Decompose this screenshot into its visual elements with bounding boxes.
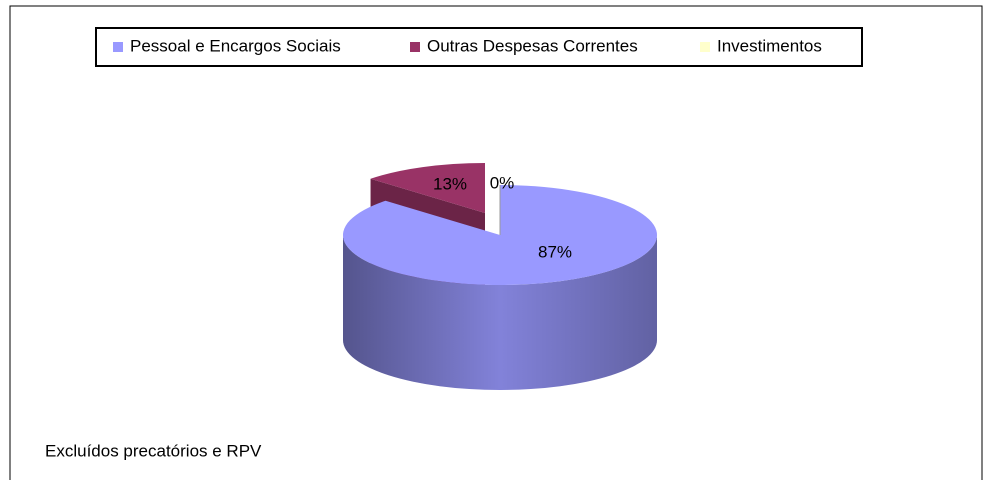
data-label: 0% [490, 173, 515, 192]
legend-swatch [113, 42, 123, 52]
data-label: 87% [538, 242, 572, 261]
legend-label: Pessoal e Encargos Sociais [130, 36, 341, 55]
legend-label: Outras Despesas Correntes [427, 36, 638, 55]
slice-top [370, 163, 485, 213]
annotation: Excluídos precatórios e RPV [45, 441, 262, 460]
legend-swatch [410, 42, 420, 52]
data-label: 13% [433, 174, 467, 193]
legend-swatch [700, 42, 710, 52]
legend-box [95, 27, 863, 67]
slice-side-shade [343, 235, 657, 390]
legend-label: Investimentos [717, 36, 822, 55]
